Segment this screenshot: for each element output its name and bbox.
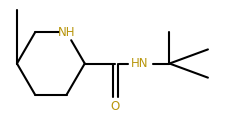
Text: HN: HN xyxy=(131,57,148,70)
Text: O: O xyxy=(110,100,119,113)
Text: NH: NH xyxy=(58,26,75,39)
